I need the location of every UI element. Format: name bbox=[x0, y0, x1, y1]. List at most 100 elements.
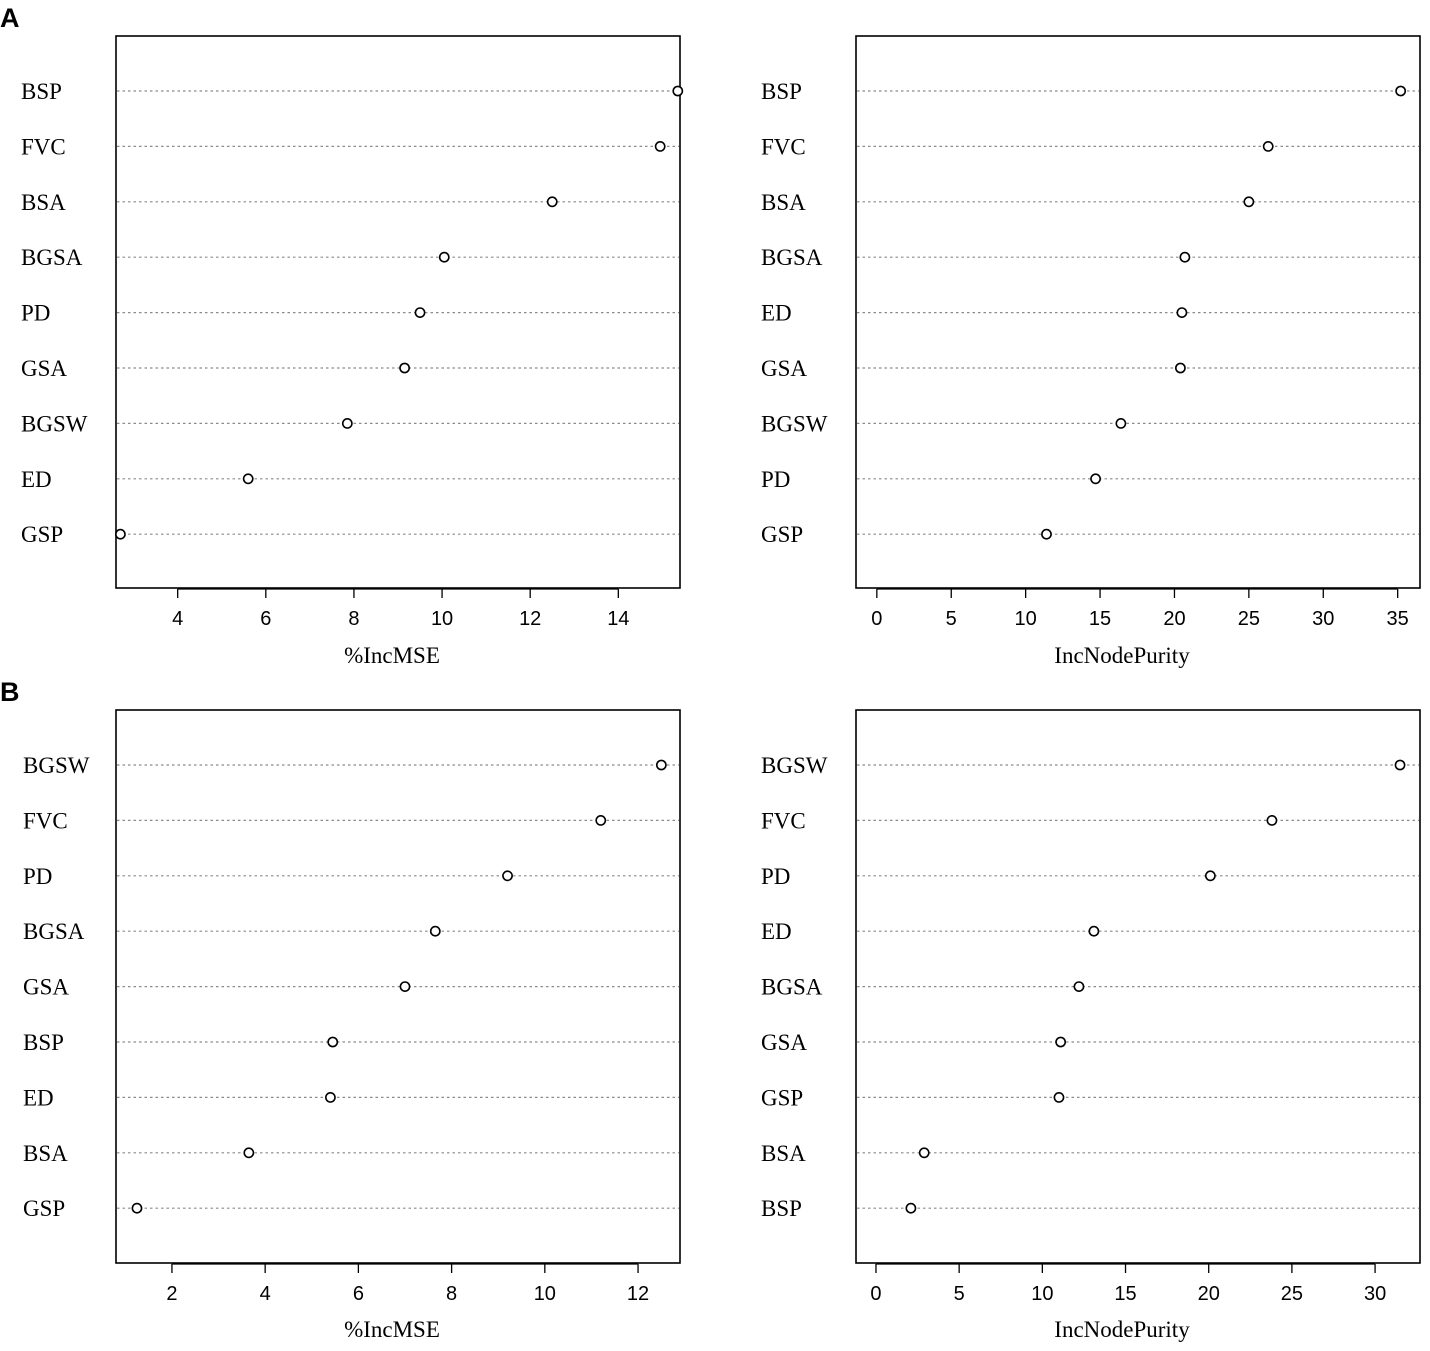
x-tick-label: 14 bbox=[607, 608, 629, 630]
chart-b-incnodepurity: IncNodePurity BGSW FVC PD ED BGSA GSA GSP BSA BS… bbox=[761, 709, 1421, 1342]
category-label: BGSW bbox=[761, 411, 828, 436]
category-label: FVC bbox=[761, 808, 806, 833]
data-point bbox=[595, 815, 607, 826]
category-label: ED bbox=[23, 1085, 54, 1110]
category-label: BSP bbox=[23, 1030, 64, 1055]
x-tick-label: 10 bbox=[1031, 1283, 1053, 1305]
x-tick-label: 0 bbox=[870, 1283, 881, 1305]
data-point bbox=[438, 251, 450, 263]
data-point bbox=[1262, 140, 1274, 152]
panel-label-b: B bbox=[0, 677, 20, 707]
data-point bbox=[1266, 815, 1278, 826]
category-label: BSA bbox=[21, 190, 66, 215]
chart-a-incnodepurity: IncNodePurity BSP FVC BSA BGSA ED GSA BGSW PD GS… bbox=[761, 35, 1421, 668]
data-point bbox=[1055, 1036, 1067, 1048]
category-label: BGSW bbox=[761, 753, 828, 778]
data-point bbox=[1204, 870, 1216, 882]
category-label: PD bbox=[761, 467, 790, 492]
x-tick-label: 15 bbox=[1114, 1283, 1136, 1305]
category-label: BGSA bbox=[23, 919, 85, 944]
x-tick-label: 15 bbox=[1089, 608, 1111, 630]
x-tick-label: 6 bbox=[353, 1283, 364, 1305]
x-tick-label: 4 bbox=[172, 608, 183, 630]
category-label: GSA bbox=[761, 356, 807, 381]
category-label: GSP bbox=[761, 1085, 803, 1110]
x-tick-label: 20 bbox=[1198, 1283, 1220, 1305]
category-label: ED bbox=[761, 919, 792, 944]
category-label: BGSA bbox=[761, 245, 823, 270]
data-point bbox=[341, 417, 353, 429]
category-label: BGSW bbox=[23, 753, 90, 778]
category-label: BSP bbox=[21, 79, 62, 104]
data-point bbox=[1115, 417, 1127, 429]
category-label: BSP bbox=[761, 79, 802, 104]
data-point bbox=[1176, 307, 1188, 318]
category-label: ED bbox=[21, 467, 52, 492]
data-point bbox=[1090, 473, 1101, 485]
category-label: PD bbox=[23, 864, 52, 889]
category-label: PD bbox=[761, 864, 790, 889]
data-point bbox=[655, 759, 667, 771]
data-point bbox=[327, 1036, 339, 1048]
x-tick-label: 0 bbox=[871, 608, 882, 630]
x-axis-title: IncNodePurity bbox=[1054, 1317, 1190, 1342]
category-label: BSA bbox=[23, 1141, 68, 1166]
data-point bbox=[1088, 925, 1100, 937]
data-point bbox=[1179, 251, 1191, 263]
data-point bbox=[115, 528, 126, 540]
x-tick-label: 25 bbox=[1238, 608, 1260, 630]
data-point bbox=[546, 196, 558, 208]
x-tick-label: 10 bbox=[1015, 608, 1037, 630]
x-tick-label: 8 bbox=[348, 608, 359, 630]
data-point bbox=[414, 307, 426, 318]
data-point bbox=[1041, 528, 1052, 540]
category-label: BGSA bbox=[21, 245, 83, 270]
panel-label-a: A bbox=[0, 3, 20, 33]
category-label: FVC bbox=[23, 808, 68, 833]
x-axis-title: IncNodePurity bbox=[1054, 643, 1190, 668]
x-tick-label: 25 bbox=[1281, 1283, 1303, 1305]
chart-a-incmse: %IncMSE BSP FVC BSA BGSA PD GSA BGSW ED GSP 4 6 8 10… bbox=[21, 35, 684, 668]
x-tick-label: 30 bbox=[1364, 1283, 1386, 1305]
x-tick-label: 5 bbox=[946, 608, 957, 630]
category-label: BGSW bbox=[21, 411, 88, 436]
category-label: BSP bbox=[761, 1196, 802, 1221]
category-label: GSA bbox=[23, 975, 69, 1000]
data-point bbox=[1243, 196, 1255, 208]
data-point bbox=[325, 1092, 336, 1103]
data-point bbox=[502, 870, 513, 882]
data-point bbox=[1395, 85, 1407, 97]
x-tick-label: 10 bbox=[534, 1283, 556, 1305]
plot-frame bbox=[115, 709, 681, 1264]
category-label: GSA bbox=[761, 1030, 807, 1055]
category-label: ED bbox=[761, 301, 792, 326]
data-point bbox=[242, 473, 254, 485]
category-label: PD bbox=[21, 301, 50, 326]
x-axis-title: %IncMSE bbox=[344, 1317, 440, 1342]
category-label: GSA bbox=[21, 356, 67, 381]
x-tick-label: 20 bbox=[1163, 608, 1185, 630]
category-label: GSP bbox=[21, 522, 63, 547]
category-label: BSA bbox=[761, 1141, 806, 1166]
chart-b-incmse: %IncMSE BGSW FVC PD BGSA GSA BSP ED BSA GSP 2 4 6 8 1… bbox=[23, 709, 681, 1342]
category-label: GSP bbox=[23, 1196, 65, 1221]
data-point bbox=[429, 925, 441, 937]
x-tick-label: 8 bbox=[446, 1283, 457, 1305]
data-point bbox=[243, 1147, 255, 1159]
x-tick-label: 10 bbox=[431, 608, 453, 630]
data-point bbox=[905, 1202, 917, 1214]
data-point bbox=[1175, 362, 1186, 374]
x-tick-label: 35 bbox=[1387, 608, 1409, 630]
data-point bbox=[654, 140, 666, 152]
x-tick-label: 30 bbox=[1312, 608, 1334, 630]
category-label: GSP bbox=[761, 522, 803, 547]
x-tick-label: 5 bbox=[954, 1283, 965, 1305]
x-tick-label: 12 bbox=[519, 608, 541, 630]
category-label: BGSA bbox=[761, 975, 823, 1000]
category-label: BSA bbox=[761, 190, 806, 215]
data-point bbox=[1394, 759, 1406, 771]
category-label: FVC bbox=[761, 134, 806, 159]
plot-frame bbox=[115, 35, 681, 589]
x-tick-label: 12 bbox=[627, 1283, 649, 1305]
